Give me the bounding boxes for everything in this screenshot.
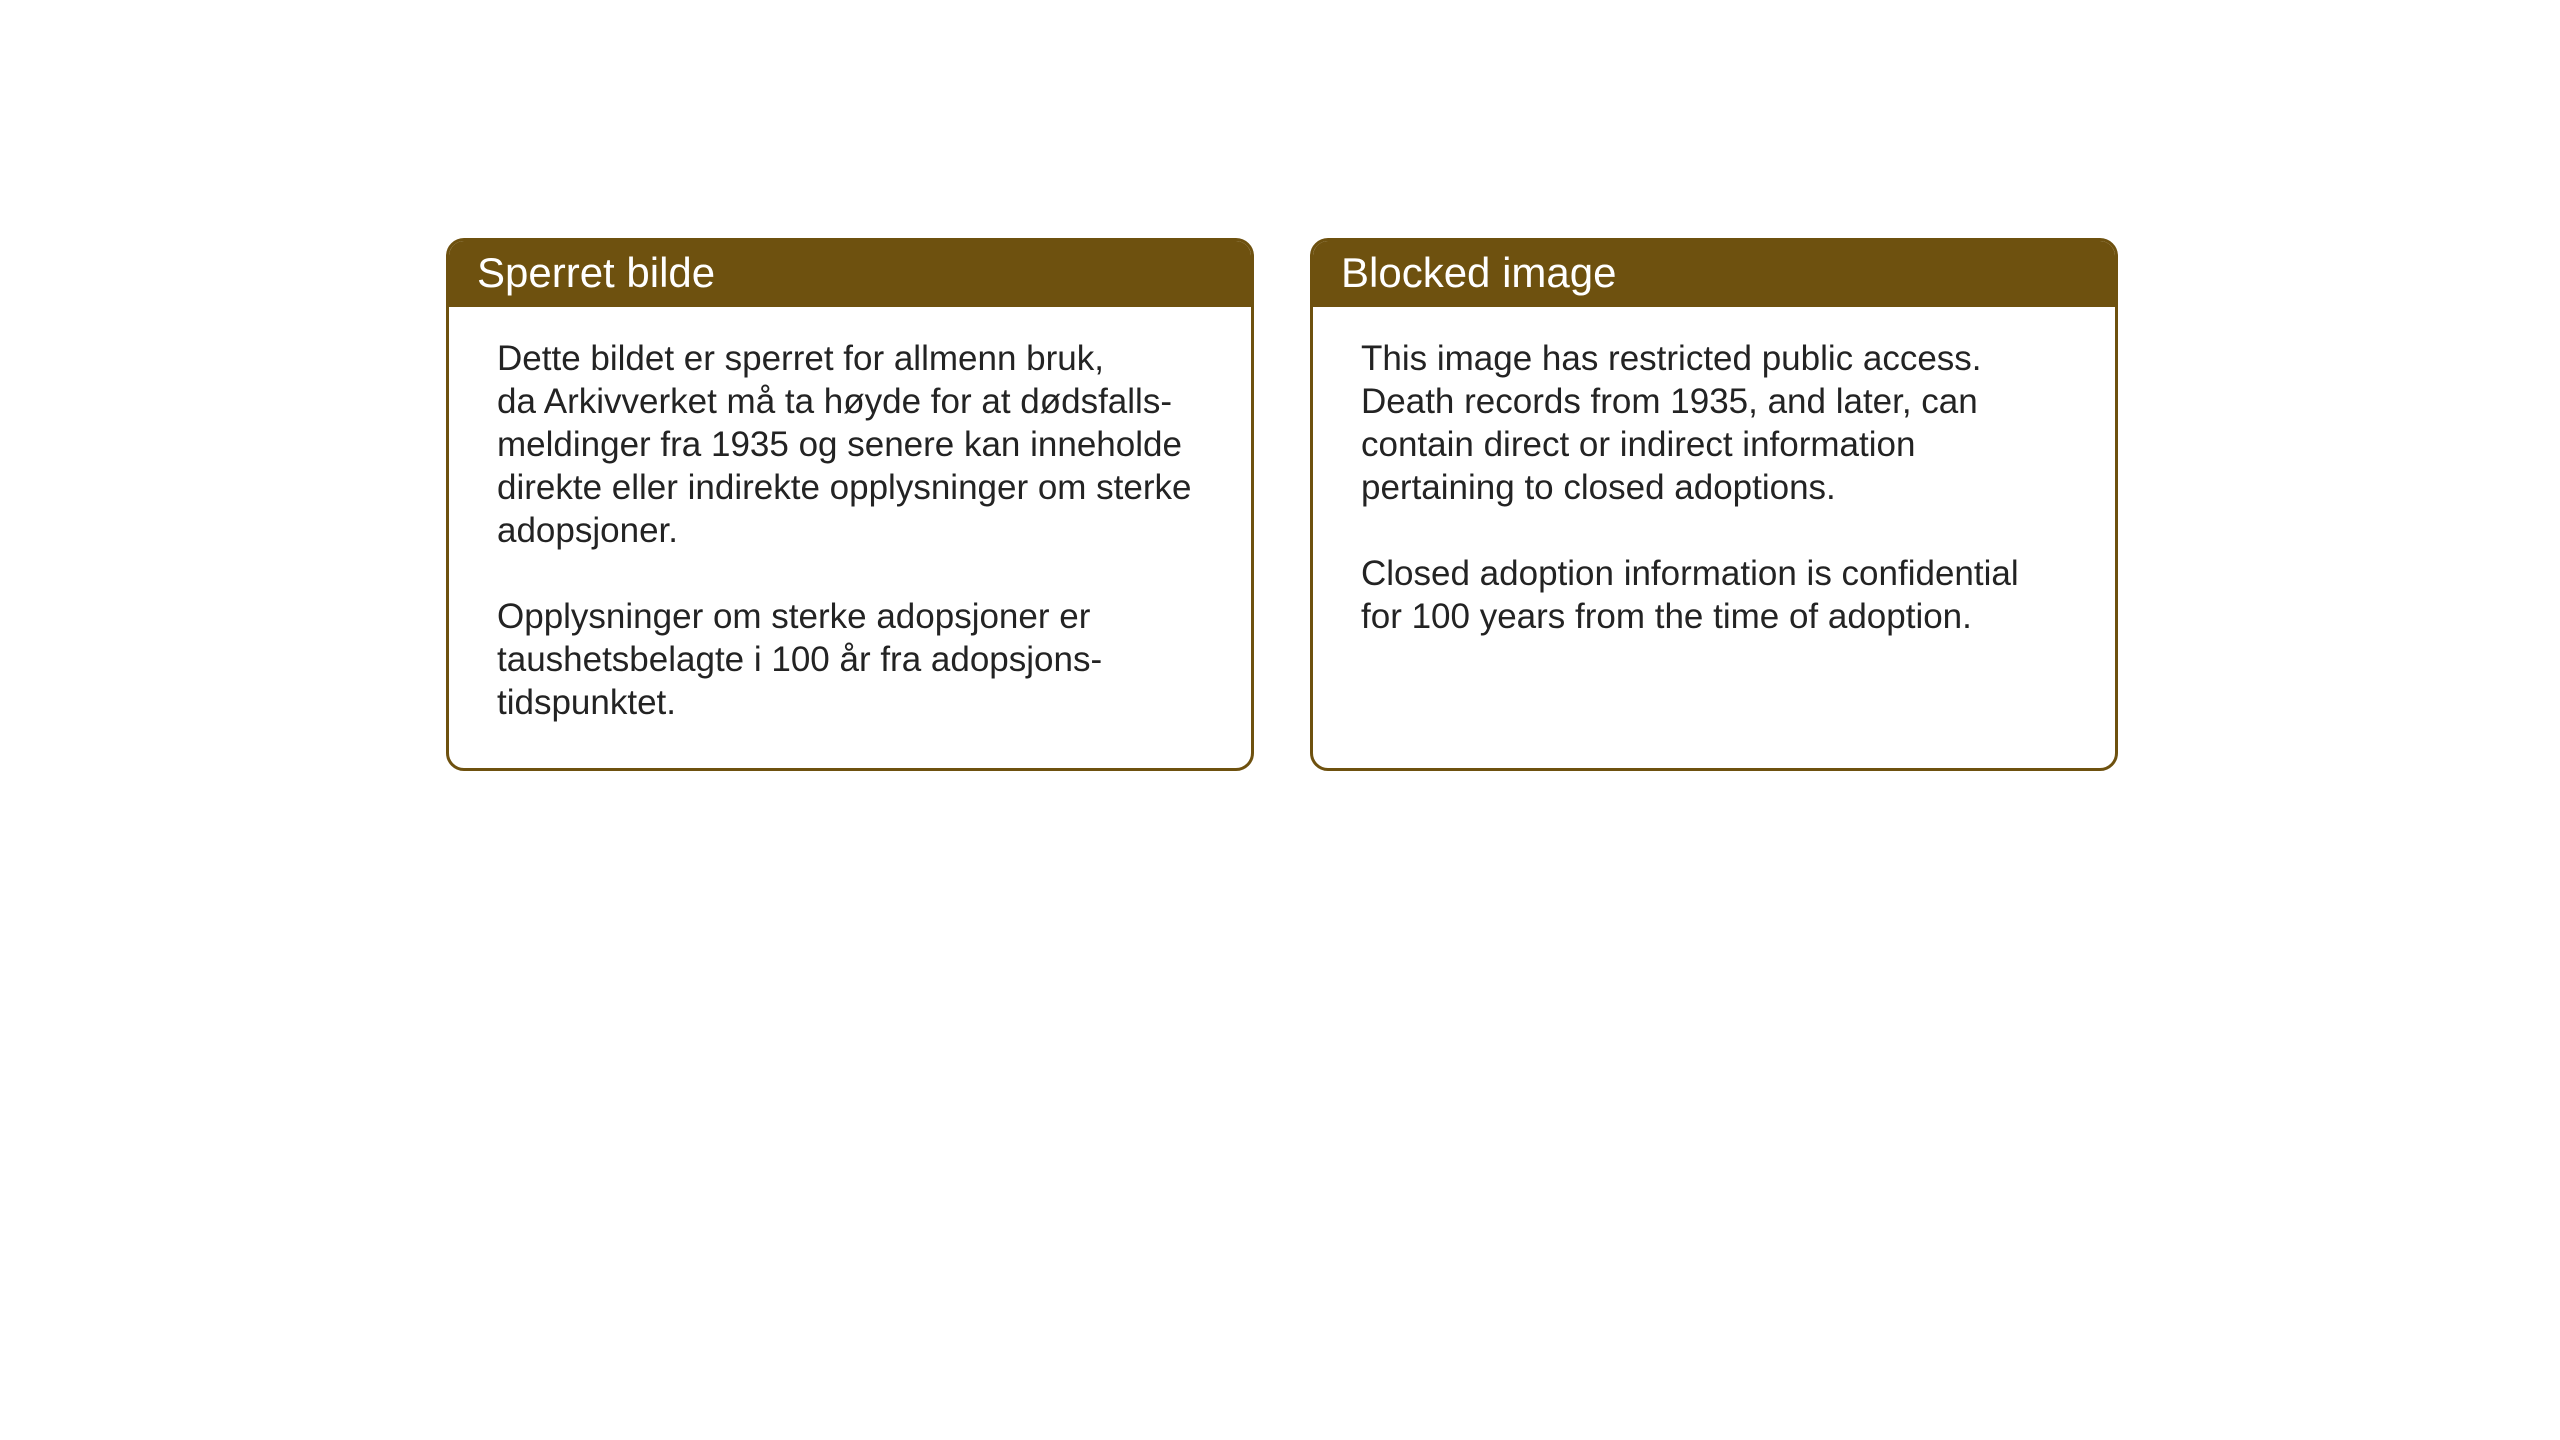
english-panel-body: This image has restricted public access.…: [1313, 307, 2115, 743]
english-panel: Blocked image This image has restricted …: [1310, 238, 2118, 771]
english-panel-text: This image has restricted public access.…: [1361, 337, 2067, 638]
norwegian-panel-text: Dette bildet er sperret for allmenn bruk…: [497, 337, 1203, 724]
norwegian-panel-header: Sperret bilde: [449, 241, 1251, 307]
norwegian-panel-title: Sperret bilde: [477, 249, 1223, 297]
english-panel-title: Blocked image: [1341, 249, 2087, 297]
panels-container: Sperret bilde Dette bildet er sperret fo…: [446, 238, 2118, 771]
norwegian-panel-body: Dette bildet er sperret for allmenn bruk…: [449, 307, 1251, 768]
norwegian-panel: Sperret bilde Dette bildet er sperret fo…: [446, 238, 1254, 771]
english-panel-header: Blocked image: [1313, 241, 2115, 307]
